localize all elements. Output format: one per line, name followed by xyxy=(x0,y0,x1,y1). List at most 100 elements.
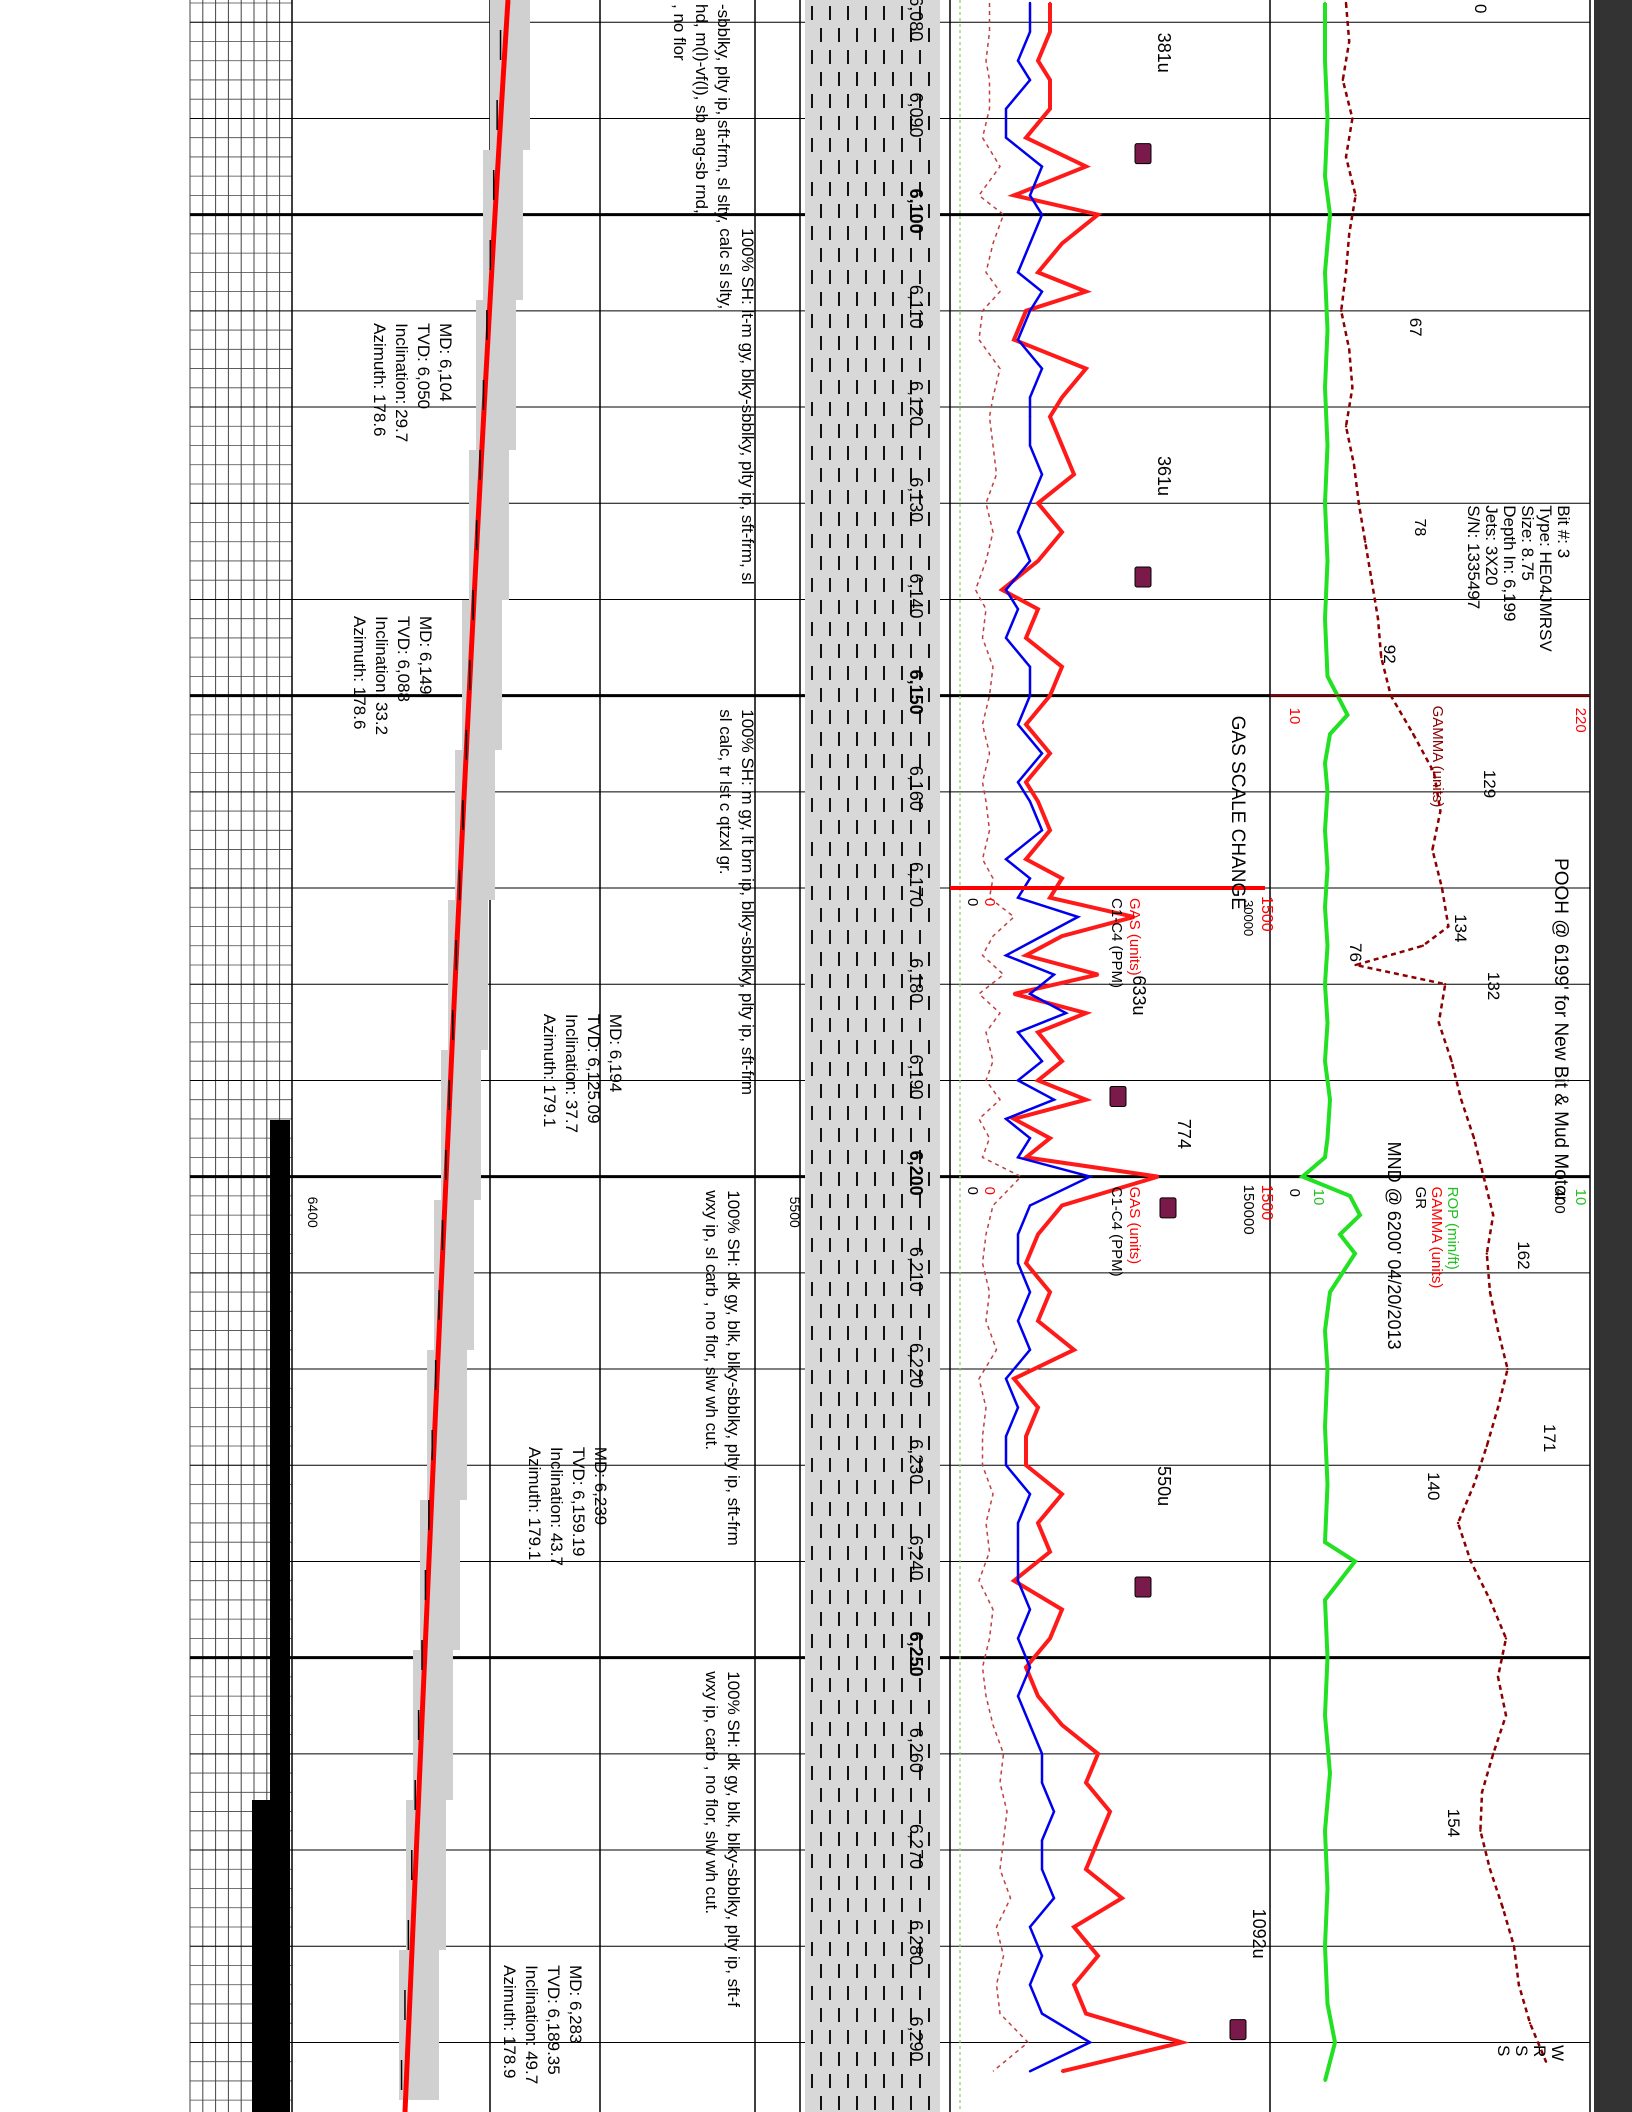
series-point-1 xyxy=(1004,1117,1008,1121)
series-point-0 xyxy=(1012,1377,1016,1380)
series-point-2 xyxy=(1323,983,1327,986)
series-point-0 xyxy=(1048,78,1052,82)
series-point-1 xyxy=(1028,1723,1032,1727)
series-point-3 xyxy=(1351,386,1354,389)
series-point-3 xyxy=(1348,232,1351,236)
series-point-2 xyxy=(1326,1136,1329,1140)
survey-text: Azimuth: 178.6 xyxy=(370,323,389,436)
series-point-0 xyxy=(1024,1666,1028,1669)
series-point-1 xyxy=(1016,1156,1020,1159)
series-point-0 xyxy=(1060,396,1064,399)
series-point-3 xyxy=(1348,40,1351,43)
series-point-1 xyxy=(1028,415,1032,418)
gas-peak-marker xyxy=(1229,2019,1247,2041)
series-point-2 xyxy=(1323,59,1327,62)
series-point-1 xyxy=(1052,1896,1056,1900)
depth-tick-label: 6,090 xyxy=(906,92,926,137)
depth-tick-label: 6,160 xyxy=(906,766,926,811)
wellbore-casing xyxy=(490,0,530,150)
series-point-3 xyxy=(1544,2060,1548,2063)
series-point-0 xyxy=(1036,1406,1040,1409)
gas-background-trace xyxy=(974,3,1030,2072)
survey-text: TVD: 6,050 xyxy=(414,323,433,409)
gr-label: GR xyxy=(1412,1187,1429,1210)
series-point-3 xyxy=(1344,425,1348,428)
edge-letter: W xyxy=(1548,2045,1567,2061)
series-point-1 xyxy=(1028,694,1032,697)
series-point-1 xyxy=(1016,1233,1020,1236)
gamma-value-label: 134 xyxy=(1451,914,1470,942)
series-point-3 xyxy=(1412,732,1415,736)
series-point-3 xyxy=(1528,2022,1532,2025)
survey-text: Inclination: 29.7 xyxy=(392,323,411,442)
gas-peak-marker xyxy=(1134,143,1152,165)
series-point-1 xyxy=(1016,1521,1020,1525)
series-point-1 xyxy=(1016,1031,1020,1034)
series-point-0 xyxy=(1048,1136,1052,1140)
right-edge-bar xyxy=(1594,0,1632,2112)
series-point-0 xyxy=(1036,607,1040,611)
series-point-1 xyxy=(1028,992,1032,996)
series-point-3 xyxy=(1351,117,1354,120)
series-point-0 xyxy=(1048,1290,1052,1294)
series-point-0 xyxy=(1036,271,1040,274)
rop-scale-min: 10 xyxy=(1310,1189,1327,1206)
series-point-1 xyxy=(1004,636,1008,640)
series-point-0 xyxy=(1024,1464,1028,1467)
series-point-1 xyxy=(1028,1204,1032,1207)
series-point-1 xyxy=(1088,1175,1092,1178)
series-point-1 xyxy=(1004,857,1008,861)
series-point-0 xyxy=(1048,107,1052,111)
series-point-3 xyxy=(1431,848,1434,851)
gamma-value-label: 76 xyxy=(1346,943,1365,962)
series-point-0 xyxy=(1156,1175,1160,1178)
series-point-1 xyxy=(1076,915,1080,919)
series-point-1 xyxy=(1064,1011,1068,1015)
survey-text: TVD: 6,159.19 xyxy=(569,1447,588,1557)
survey-text: Azimuth: 178.6 xyxy=(350,616,369,729)
series-point-0 xyxy=(1060,1723,1064,1727)
series-point-1 xyxy=(1028,396,1032,399)
series-point-1 xyxy=(1040,829,1044,832)
series-line-3 xyxy=(1339,2,1548,2063)
series-point-2 xyxy=(1346,713,1349,717)
series-point-2 xyxy=(1323,1598,1327,1602)
series-point-2 xyxy=(1323,502,1327,505)
gamma-lower-min: 0 xyxy=(1286,1189,1303,1197)
series-point-1 xyxy=(1004,1464,1008,1467)
series-point-3 xyxy=(1432,771,1436,774)
series-point-1 xyxy=(1016,607,1020,611)
series-point-3 xyxy=(1344,271,1348,274)
gamma-value-label: 162 xyxy=(1514,1241,1533,1269)
series-point-0 xyxy=(1060,2070,1064,2073)
gas-peak-marker xyxy=(1134,566,1152,588)
gamma-lower-max: 400 xyxy=(1551,1189,1568,1214)
depth-bar xyxy=(252,1800,270,2112)
series-point-0 xyxy=(1060,530,1064,534)
depth-tick-label: 6,140 xyxy=(906,573,926,618)
series-point-1 xyxy=(1016,1319,1020,1323)
rop-label: ROP (min/ft) xyxy=(1444,1187,1461,1270)
series-point-2 xyxy=(1326,1367,1329,1371)
depth-tick-label: 6,130 xyxy=(906,477,926,522)
series-point-1 xyxy=(1028,1290,1032,1294)
series-point-3 xyxy=(1440,886,1444,890)
series-point-1 xyxy=(1028,444,1032,447)
series-point-1 xyxy=(1028,800,1032,803)
bit-info-line: Jets: 3X20 xyxy=(1482,505,1501,585)
series-point-0 xyxy=(1072,473,1076,476)
series-point-3 xyxy=(1348,348,1351,351)
gas-peak-label: 633u xyxy=(1129,975,1149,1015)
series-point-1 xyxy=(1040,934,1044,938)
series-point-2 xyxy=(1326,559,1329,563)
lithology-description: wxy ip, carb , no flor, slw wh cut. xyxy=(702,1670,721,1914)
depth-tick-label: 6,270 xyxy=(906,1824,926,1869)
series-point-1 xyxy=(1016,1579,1020,1582)
series-point-1 xyxy=(1040,1781,1044,1784)
series-point-1 xyxy=(1040,290,1044,293)
series-point-2 xyxy=(1323,761,1327,765)
c1c4-label-lower: C1-C4 (PPM) xyxy=(1108,1187,1125,1277)
series-point-2 xyxy=(1301,1175,1304,1178)
series-point-0 xyxy=(1084,165,1088,168)
depth-tick-label: 6,150 xyxy=(906,670,926,715)
